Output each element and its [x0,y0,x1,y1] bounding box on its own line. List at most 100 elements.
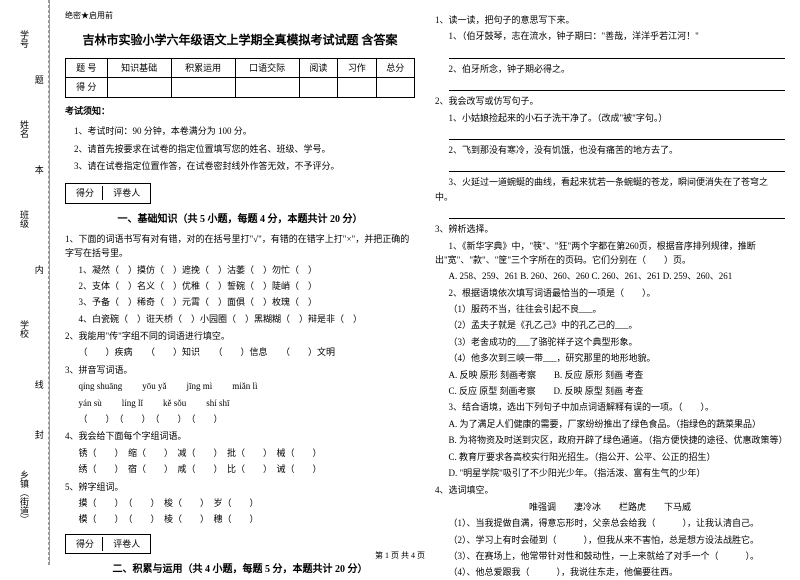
td [171,78,235,97]
answer-boxes: （ ） （ ） （ ） （ ） [65,412,415,426]
page-footer: 第 1 页 共 4 页 [375,550,425,561]
q-ctx: （3）老舍成功的___了骆驼祥子这个典型形象。 [435,335,785,349]
q-line: （ ）疾病 （ ）知识 （ ）信息 （ ）文明 [65,345,415,359]
q-opt: A. 为了满足人们健康的需要，厂家纷纷推出了绿色食品。（指绿色的蔬菜果品） [435,417,785,431]
q-line: （1）、当我提做自满，得意忘形时，父亲总会给我（ ），让我认清自己。 [435,516,785,530]
margin-mark: 封 [33,430,46,439]
pinyin: yōu yǎ [142,379,166,393]
pinyin: shí shī [206,396,229,410]
q-line: 2、支体（ ）名义（ ）优稚（ ）誓碗（ ）陡峭（ ） [65,279,415,293]
td [235,78,299,97]
margin-label: 姓名 [18,120,31,138]
question-4: 4、我会给下面每个字组词语。 锈（ ） 缩（ ） 减（ ） 批（ ） 械（ ） … [65,429,415,476]
pinyin: kě sǒu [163,396,186,410]
q-line: （4）、他总爱跟我（ ），我说往东走，他偏要往西。 [435,565,785,579]
question-r3: 3、辨析选择。 1、《新华字典》中，"筷"、"狂"两个字都在第260页，根据音序… [435,222,785,480]
q-stem: 5、辨字组词。 [65,480,415,494]
q-opts: A. 258、259、261 B. 260、260、260 C. 260、261… [435,269,785,283]
margin-label: 学号 [18,30,31,48]
notice-title: 考试须知： [65,104,415,118]
td: 得 分 [66,78,108,97]
q-stem: 2、我能用"传"字组不同的词语进行填空。 [65,329,415,343]
pinyin: jīng mì [187,379,213,393]
q-stem: 4、选词填空。 [435,483,785,497]
answer-line [449,160,786,172]
pinyin: miǎn lì [232,379,257,393]
th: 知识基础 [107,58,171,77]
th: 总分 [376,58,414,77]
score-box: 得分 评卷人 [65,534,151,554]
q-line: 模（ ） （ ） 棱（ ） 穗（ ） [65,512,415,526]
th: 积累运用 [171,58,235,77]
td [299,78,337,97]
q-line: （2）、学习上有时会碰到（ ），但我从来不害怕，总是想方设法战胜它。 [435,533,785,547]
score-table: 题 号 知识基础 积累运用 口语交际 阅读 习作 总分 得 分 [65,58,415,98]
q-line: 1、（伯牙鼓琴，志在流水，钟子期曰："善哉，洋洋乎若江河！" [435,29,785,43]
q-opts: C. 反应 原型 刻画考察 D. 反映 原型 刻画 考查 [435,384,785,398]
q-sub: 2、根据语境依次填写词语最恰当的一项是（ ）。 [435,286,785,300]
margin-mark: 题 [33,75,46,84]
q-ctx: （2）孟夫子就是《孔乙己》中的孔乙己的___。 [435,318,785,332]
q-stem: 3、拼音写词语。 [65,363,415,377]
th: 阅读 [299,58,337,77]
q-opts: A. 反映 原形 刻画考察 B. 反应 原形 刻画 考查 [435,368,785,382]
q-stem: 1、下面的词语书写有对有错，对的在括号里打"√"，有错的在错字上打"×"，并把正… [65,232,415,261]
pinyin: líng lǐ [122,396,143,410]
secrecy-mark: 绝密★启用前 [65,10,415,23]
notice-item: 2、请首先按要求在试卷的指定位置填写您的姓名、班级、学号。 [65,142,415,156]
grader-label: 评卷人 [105,537,148,551]
q-opt: D. "明星学院"吸引了不少阳光少年。（指活泼、富有生气的少年） [435,466,785,480]
q-stem: 3、辨析选择。 [435,222,785,236]
table-row: 题 号 知识基础 积累运用 口语交际 阅读 习作 总分 [66,58,415,77]
question-3: 3、拼音写词语。 qíng shuāng yōu yǎ jīng mì miǎn… [65,363,415,427]
margin-mark: 内 [33,265,46,274]
margin-mark: 线 [33,380,46,389]
score-label: 得分 [68,537,103,551]
margin-mark: 本 [33,165,46,174]
q-line: 锈（ ） 缩（ ） 减（ ） 批（ ） 械（ ） [65,446,415,460]
q-line: 3、火延过一道蜿蜒的曲线，看起来犹若一条蜿蜒的苍龙，瞬间便消失在了苍穹之中。 [435,175,785,204]
q-line: 4、白瓷碗（ ）诳天桥（ ）小园圈（ ）黑糊糊（ ）辩是非（ ） [65,312,415,326]
table-row: 得 分 [66,78,415,97]
td [338,78,376,97]
q-stem: 1、读一读，把句子的意思写下来。 [435,13,785,27]
q-sub: 3、结合语境，选出下列句子中加点词语解释有误的一项。（ ）。 [435,400,785,414]
dash-line [48,0,49,565]
q-opt: C. 教育厅要求各高校实行阳光招生。（指公开、公平、公正的招生） [435,450,785,464]
binding-margin: 学号 姓名 班级 学校 乡镇（街道） 题 本 内 线 封 [0,0,50,565]
q-line: 2、伯牙所念，钟子期必得之。 [435,62,785,76]
score-box: 得分 评卷人 [65,183,151,203]
notice-item: 3、请在试卷指定位置作答，在试卷密封线外作答无效，不予评分。 [65,159,415,173]
q-ctx: （1）服药不当，往往会引起不良___。 [435,302,785,316]
notices: 1、考试时间：90 分钟，本卷满分为 100 分。 2、请首先按要求在试卷的指定… [65,124,415,173]
margin-label: 学校 [18,320,31,338]
q-line: 1、小姑娘捡起来的小石子洗干净了。（改成"被"字句。） [435,111,785,125]
q-line: 1、凝然（ ）摸仿（ ）遮挽（ ）沽萎（ ）勿忙（ ） [65,263,415,277]
answer-line [449,47,786,59]
word-bank: 唯强调 凄冷冰 栏路虎 下马威 [435,500,785,514]
q-line: 摸（ ） （ ） 梭（ ） 岁（ ） [65,496,415,510]
td [107,78,171,97]
q-line: （3）、在赛场上，他常带针对性和鼓动性，一上来就给了对手一个（ ）。 [435,549,785,563]
q-stem: 2、我会改写或仿写句子。 [435,94,785,108]
question-r2: 2、我会改写或仿写句子。 1、小姑娘捡起来的小石子洗干净了。（改成"被"字句。）… [435,94,785,219]
left-column: 绝密★启用前 吉林市实验小学六年级语文上学期全真模拟考试试题 含答案 题 号 知… [65,10,415,555]
question-2: 2、我能用"传"字组不同的词语进行填空。 （ ）疾病 （ ）知识 （ ）信息 （… [65,329,415,360]
section-1-title: 一、基础知识（共 5 小题，每题 4 分，本题共计 20 分） [65,212,415,228]
th: 口语交际 [235,58,299,77]
td [376,78,414,97]
q-ctx: （4）他多次到三峡一带___，研究那里的地形地貌。 [435,351,785,365]
question-r1: 1、读一读，把句子的意思写下来。 1、（伯牙鼓琴，志在流水，钟子期曰："善哉，洋… [435,13,785,91]
content-area: 绝密★启用前 吉林市实验小学六年级语文上学期全真模拟考试试题 含答案 题 号 知… [50,0,800,565]
th: 题 号 [66,58,108,77]
q-sub: 1、《新华字典》中，"筷"、"狂"两个字都在第260页，根据音序排列规律，推断出… [435,239,785,268]
pinyin: qíng shuāng [79,379,123,393]
th: 习作 [338,58,376,77]
margin-label: 班级 [18,210,31,228]
pinyin: yán sù [79,396,102,410]
margin-label: 乡镇（街道） [18,470,31,524]
question-1: 1、下面的词语书写有对有错，对的在括号里打"√"，有错的在错字上打"×"，并把正… [65,232,415,326]
q-opt: B. 为将物资及时送到灾区，政府开辟了绿色通道。（指方便快捷的途径、优惠政策等） [435,433,785,447]
grader-label: 评卷人 [105,186,148,200]
q-line: 绣（ ） 宿（ ） 咸（ ） 比（ ） 诫（ ） [65,462,415,476]
